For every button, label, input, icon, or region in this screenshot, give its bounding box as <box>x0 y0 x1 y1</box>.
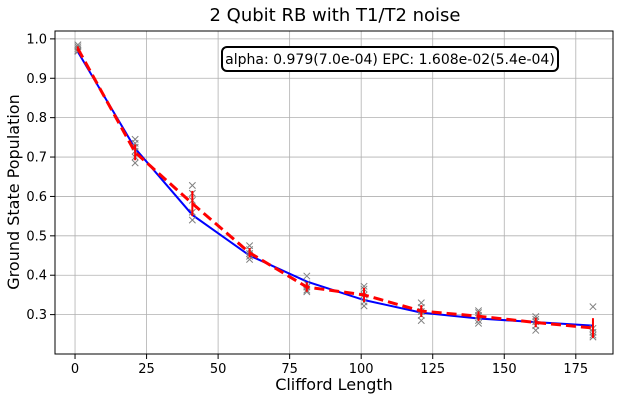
sample-point <box>188 181 196 189</box>
x-tick-label: 75 <box>281 362 298 377</box>
y-tick-label: 0.9 <box>26 72 47 87</box>
sample-point <box>360 302 368 310</box>
y-tick-label: 0.8 <box>26 111 47 126</box>
mean-series <box>76 46 594 338</box>
x-tick-label: 50 <box>210 362 227 377</box>
sample-point <box>532 313 540 321</box>
fit-line <box>77 51 594 327</box>
axis-ticks: 0 25 50 75 100 125 150 175 0.3 0.4 0.5 0.6 0.7 0.8 0.9… <box>26 32 588 377</box>
annotation-text: alpha: 0.979(7.0e-04) EPC: 1.608e-02(5.4… <box>225 52 555 68</box>
y-tick-label: 0.7 <box>26 151 47 166</box>
sample-point <box>532 326 540 334</box>
sample-point <box>417 316 425 325</box>
sample-point <box>246 255 254 264</box>
y-axis-label: Ground State Population <box>4 94 23 289</box>
x-tick-label: 150 <box>492 362 517 377</box>
annotation-box: alpha: 0.979(7.0e-04) EPC: 1.608e-02(5.4… <box>221 46 559 72</box>
y-tick-label: 0.6 <box>26 190 47 205</box>
y-tick-label: 0.4 <box>26 269 47 284</box>
x-tick-label: 175 <box>563 362 588 377</box>
y-tick-label: 1.0 <box>26 32 47 47</box>
sample-point <box>589 303 597 311</box>
y-tick-label: 0.5 <box>26 229 47 244</box>
fit-series <box>77 51 594 327</box>
x-tick-label: 0 <box>71 362 79 377</box>
x-tick-label: 25 <box>138 362 155 377</box>
x-tick-label: 125 <box>420 362 445 377</box>
x-tick-label: 100 <box>349 362 374 377</box>
x-axis-label: Clifford Length <box>275 375 393 394</box>
sample-points <box>74 41 597 341</box>
sample-point <box>303 272 311 280</box>
sample-point <box>360 282 368 290</box>
plot-frame <box>54 30 614 355</box>
sample-point <box>131 159 139 167</box>
mean-line <box>76 48 594 330</box>
y-tick-label: 0.3 <box>26 308 47 323</box>
sample-point <box>188 216 196 224</box>
chart-title: 2 Qubit RB with T1/T2 noise <box>210 5 461 26</box>
sample-point <box>474 319 483 327</box>
grid <box>55 31 613 354</box>
